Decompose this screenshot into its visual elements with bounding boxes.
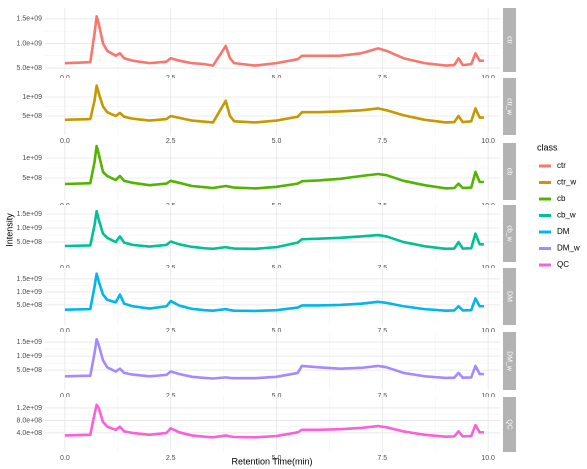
facet-strip bbox=[503, 8, 516, 72]
y-tick-label: 1.5e+09 bbox=[17, 276, 43, 283]
x-tick-label: 0.0 bbox=[60, 328, 70, 335]
x-tick-label: 7.5 bbox=[377, 393, 387, 400]
x-tick-label: 7.5 bbox=[377, 328, 387, 335]
series-line bbox=[64, 403, 484, 439]
facet-strip bbox=[503, 332, 516, 390]
legend-swatch bbox=[539, 181, 551, 184]
legend-swatch bbox=[539, 214, 551, 217]
panel-background bbox=[45, 332, 500, 390]
legend-label: ctr bbox=[557, 161, 566, 170]
series-line bbox=[64, 84, 484, 124]
facet-strip bbox=[503, 268, 516, 325]
facet-strip-label: ctr bbox=[506, 36, 513, 44]
series-line bbox=[64, 209, 484, 251]
y-tick-label: 1e+09 bbox=[22, 94, 42, 101]
panel-background bbox=[45, 205, 500, 262]
y-tick-label: 4.0e+08 bbox=[17, 430, 43, 437]
x-tick-label: 2.5 bbox=[166, 455, 176, 462]
facet-strip-label: DM bbox=[506, 291, 513, 302]
series-line bbox=[64, 272, 484, 313]
x-tick-label: 5.0 bbox=[272, 393, 282, 400]
series-line bbox=[64, 144, 484, 190]
y-tick-label: 5.0e+08 bbox=[17, 65, 43, 72]
y-tick-label: 5.0e+08 bbox=[17, 302, 43, 309]
y-tick-label: 1.0e+09 bbox=[17, 353, 43, 360]
y-tick-label: 1.5e+09 bbox=[17, 16, 43, 23]
x-tick-label: 0.0 bbox=[60, 138, 70, 145]
x-tick-label: 2.5 bbox=[166, 328, 176, 335]
x-tick-label: 10.0 bbox=[481, 393, 495, 400]
x-tick-label: 10.0 bbox=[481, 138, 495, 145]
legend-label: QC bbox=[557, 260, 569, 269]
y-tick-label: 5.0e+08 bbox=[17, 367, 43, 374]
legend-swatch bbox=[539, 164, 551, 168]
y-tick-label: 5e+08 bbox=[22, 113, 42, 120]
y-tick-label: 1.0e+09 bbox=[17, 225, 43, 232]
panel-background bbox=[45, 268, 500, 325]
legend-label: cb_w bbox=[557, 211, 576, 220]
x-tick-label: 5.0 bbox=[272, 455, 282, 462]
y-tick-label: 1.5e+09 bbox=[17, 339, 43, 346]
legend-label: cb bbox=[557, 194, 566, 203]
x-tick-label: 7.5 bbox=[377, 455, 387, 462]
y-tick-label: 1.5e+09 bbox=[17, 211, 43, 218]
y-tick-label: 1.2e+09 bbox=[17, 405, 43, 412]
x-tick-label: 10.0 bbox=[481, 455, 495, 462]
y-axis-title: Intensity bbox=[4, 213, 14, 247]
y-tick-label: 1e+09 bbox=[22, 155, 42, 162]
y-tick-label: 8.0e+08 bbox=[17, 417, 43, 424]
x-tick-label: 2.5 bbox=[166, 393, 176, 400]
facet-strip bbox=[503, 78, 516, 135]
x-axis-title: Retention Time(min) bbox=[231, 456, 312, 466]
legend-label: ctr_w bbox=[557, 178, 576, 187]
legend-label: DM_w bbox=[557, 244, 580, 253]
x-tick-label: 5.0 bbox=[272, 138, 282, 145]
facet-strip-label: DM_w bbox=[506, 351, 513, 372]
x-tick-label: 10.0 bbox=[481, 328, 495, 335]
panel-background bbox=[45, 397, 500, 452]
legend-swatch bbox=[539, 197, 551, 201]
facet-strip-label: QC bbox=[506, 419, 513, 430]
facet-strip-label: cb_w bbox=[506, 225, 513, 242]
facet-strip bbox=[503, 143, 516, 200]
facet-strip bbox=[503, 205, 516, 262]
x-tick-label: 2.5 bbox=[166, 138, 176, 145]
facet-strip bbox=[503, 397, 516, 452]
panel-background bbox=[45, 143, 500, 200]
legend-swatch bbox=[539, 263, 551, 267]
y-tick-label: 5.0e+08 bbox=[17, 239, 43, 246]
y-tick-label: 1.0e+09 bbox=[17, 289, 43, 296]
y-tick-label: 5e+08 bbox=[22, 175, 42, 182]
x-tick-label: 7.5 bbox=[377, 138, 387, 145]
x-tick-label: 5.0 bbox=[272, 328, 282, 335]
series-line bbox=[64, 337, 484, 380]
x-tick-label: 0.0 bbox=[60, 393, 70, 400]
legend-title: class bbox=[537, 142, 558, 152]
facet-strip-label: ctr_w bbox=[506, 98, 513, 116]
series-line bbox=[64, 15, 484, 67]
y-tick-label: 1.0e+09 bbox=[17, 40, 43, 47]
legend-swatch bbox=[539, 247, 551, 250]
facet-strip-label: cb bbox=[506, 168, 513, 176]
x-tick-label: 0.0 bbox=[60, 455, 70, 462]
legend-swatch bbox=[539, 230, 551, 234]
legend-label: DM bbox=[557, 227, 570, 236]
